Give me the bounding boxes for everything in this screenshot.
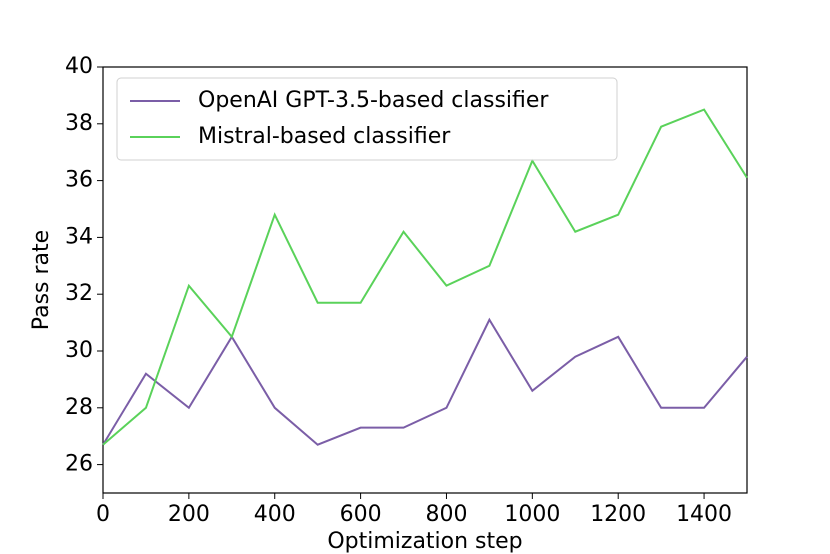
x-tick-label: 800 [425, 502, 467, 527]
y-axis-label: Pass rate [29, 230, 54, 330]
x-tick-label: 1000 [504, 502, 560, 527]
plot-frame [102, 66, 748, 494]
x-tick-label: 1400 [676, 502, 732, 527]
y-tick-label: 34 [65, 224, 93, 249]
x-axis-label: Optimization step [327, 529, 522, 554]
x-tick-label: 1200 [590, 502, 646, 527]
y-tick-label: 26 [65, 452, 93, 477]
x-tick-label: 0 [96, 502, 110, 527]
y-tick-label: 36 [65, 168, 93, 193]
y-tick-label: 28 [65, 395, 93, 420]
series-line [102, 317, 748, 446]
x-tick-label: 200 [168, 502, 210, 527]
y-tick-label: 38 [65, 111, 93, 136]
y-tick-label: 30 [65, 338, 93, 363]
x-tick-label: 400 [254, 502, 296, 527]
legend-label: Mistral-based classifier [198, 124, 451, 149]
x-tick-label: 600 [340, 502, 382, 527]
y-tick-label: 32 [65, 281, 93, 306]
legend-box [116, 77, 618, 161]
legend-label: OpenAI GPT-3.5-based classifier [198, 88, 549, 113]
series-line [102, 108, 748, 446]
y-tick-label: 40 [65, 54, 93, 79]
